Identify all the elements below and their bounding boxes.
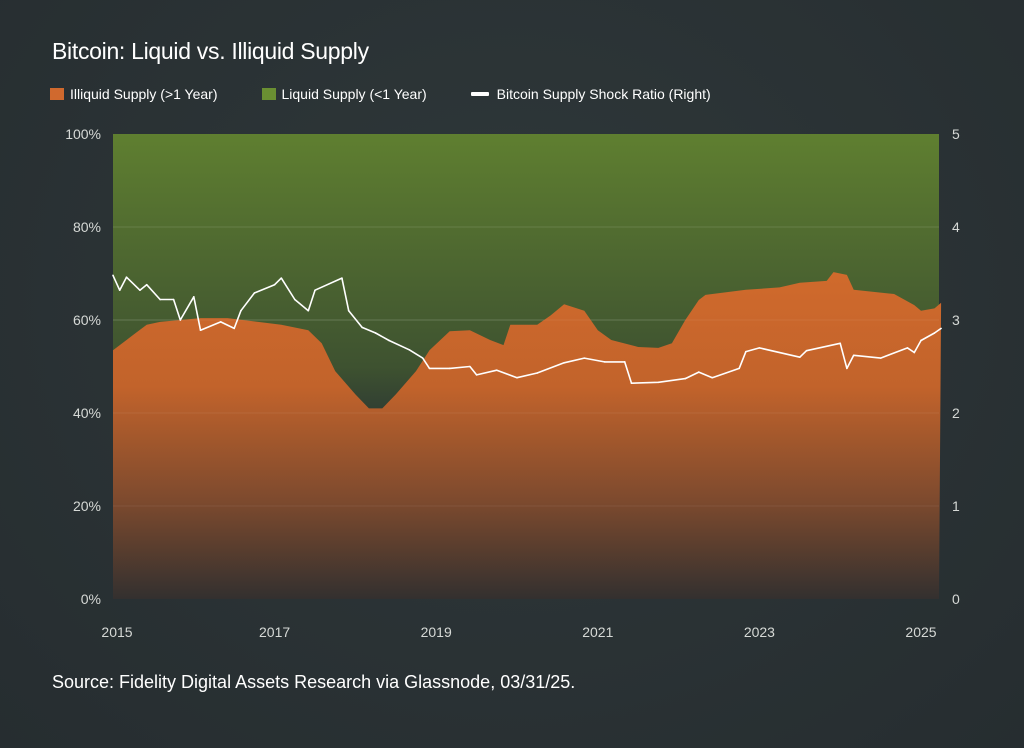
ratio-point bbox=[428, 367, 431, 370]
legend-item-liquid: Liquid Supply (<1 Year) bbox=[261, 86, 427, 102]
ratio-point bbox=[475, 374, 478, 376]
ratio-point bbox=[583, 357, 586, 359]
ratio-point bbox=[657, 381, 660, 384]
ratio-point bbox=[118, 289, 121, 292]
y-right-tick-label: 5 bbox=[952, 126, 960, 142]
ratio-point bbox=[199, 329, 202, 332]
ratio-point bbox=[448, 367, 451, 370]
ratio-point bbox=[496, 369, 498, 372]
y-right-tick-label: 0 bbox=[952, 591, 960, 607]
ratio-point bbox=[516, 376, 518, 379]
legend-label: Liquid Supply (<1 Year) bbox=[281, 86, 427, 102]
legend: Illiquid Supply (>1 Year) Liquid Supply … bbox=[50, 86, 755, 102]
x-tick-label: 2023 bbox=[744, 624, 775, 640]
ratio-point bbox=[233, 327, 235, 330]
ratio-point bbox=[799, 356, 801, 359]
supply-shock-ratio-line bbox=[112, 275, 942, 384]
ratio-point bbox=[219, 321, 222, 323]
ratio-point bbox=[374, 332, 377, 334]
ratio-point bbox=[630, 382, 633, 385]
ratio-point bbox=[280, 277, 283, 279]
y-left-tick-label: 100% bbox=[65, 126, 101, 142]
ratio-point bbox=[698, 371, 700, 373]
ratio-point bbox=[125, 276, 128, 279]
y-left-tick-label: 80% bbox=[73, 219, 101, 235]
ratio-point bbox=[347, 309, 350, 312]
ratio-point bbox=[879, 357, 882, 359]
legend-swatch-illiquid bbox=[50, 88, 64, 100]
ratio-point bbox=[159, 298, 161, 301]
legend-swatch-ratio bbox=[470, 92, 489, 96]
ratio-point bbox=[388, 339, 390, 342]
ratio-point bbox=[745, 350, 747, 353]
y-right-tick-label: 3 bbox=[952, 312, 960, 328]
ratio-point bbox=[145, 283, 148, 286]
ratio-point bbox=[940, 327, 942, 330]
ratio-point bbox=[361, 326, 363, 329]
y-right-tick-label: 2 bbox=[952, 405, 960, 421]
ratio-point bbox=[563, 361, 565, 364]
legend-item-illiquid: Illiquid Supply (>1 Year) bbox=[50, 86, 218, 102]
ratio-point bbox=[314, 289, 316, 292]
ratio-point bbox=[273, 283, 276, 286]
ratio-point bbox=[193, 295, 195, 298]
y-left-tick-label: 40% bbox=[73, 405, 101, 421]
ratio-point bbox=[920, 339, 922, 342]
ratio-point bbox=[906, 347, 909, 349]
ratio-point bbox=[307, 309, 310, 312]
ratio-point bbox=[738, 367, 740, 370]
x-tick-label: 2021 bbox=[582, 624, 613, 640]
ratio-point bbox=[139, 289, 141, 292]
ratio-point bbox=[805, 349, 808, 352]
ratio-point bbox=[846, 367, 848, 370]
ratio-point bbox=[253, 292, 256, 294]
legend-label: Illiquid Supply (>1 Year) bbox=[70, 86, 218, 102]
x-tick-label: 2015 bbox=[101, 624, 132, 640]
ratio-point bbox=[172, 298, 175, 301]
legend-label: Bitcoin Supply Shock Ratio (Right) bbox=[496, 86, 711, 102]
ratio-point bbox=[294, 298, 296, 301]
ratio-point bbox=[240, 309, 242, 312]
x-tick-label: 2019 bbox=[421, 624, 452, 640]
ratio-point bbox=[839, 342, 841, 345]
ratio-point bbox=[758, 347, 761, 349]
chart-title: Bitcoin: Liquid vs. Illiquid Supply bbox=[52, 38, 369, 64]
y-left-tick-label: 0% bbox=[81, 591, 101, 607]
x-tick-label: 2025 bbox=[905, 624, 936, 640]
y-right-tick-label: 4 bbox=[952, 219, 960, 235]
legend-swatch-liquid bbox=[261, 88, 276, 100]
legend-item-ratio: Bitcoin Supply Shock Ratio (Right) bbox=[470, 86, 711, 102]
ratio-point bbox=[913, 351, 916, 354]
ratio-point bbox=[341, 277, 343, 279]
ratio-point bbox=[603, 361, 606, 363]
ratio-point bbox=[623, 361, 626, 363]
y-right-tick-label: 1 bbox=[952, 498, 960, 514]
ratio-point bbox=[112, 274, 114, 277]
x-tick-label: 2017 bbox=[259, 624, 290, 640]
ratio-point bbox=[469, 365, 471, 368]
ratio-point bbox=[179, 319, 182, 321]
ratio-point bbox=[711, 376, 714, 379]
y-left-tick-label: 20% bbox=[73, 498, 101, 514]
ratio-point bbox=[421, 357, 424, 359]
ratio-point bbox=[852, 354, 855, 357]
ratio-point bbox=[536, 372, 538, 374]
source-note: Source: Fidelity Digital Assets Research… bbox=[52, 672, 576, 692]
ratio-point bbox=[684, 377, 687, 380]
ratio-point bbox=[933, 332, 936, 334]
ratio-point bbox=[408, 348, 411, 351]
y-left-tick-label: 60% bbox=[73, 312, 101, 328]
illiquid-supply-area bbox=[113, 272, 942, 599]
